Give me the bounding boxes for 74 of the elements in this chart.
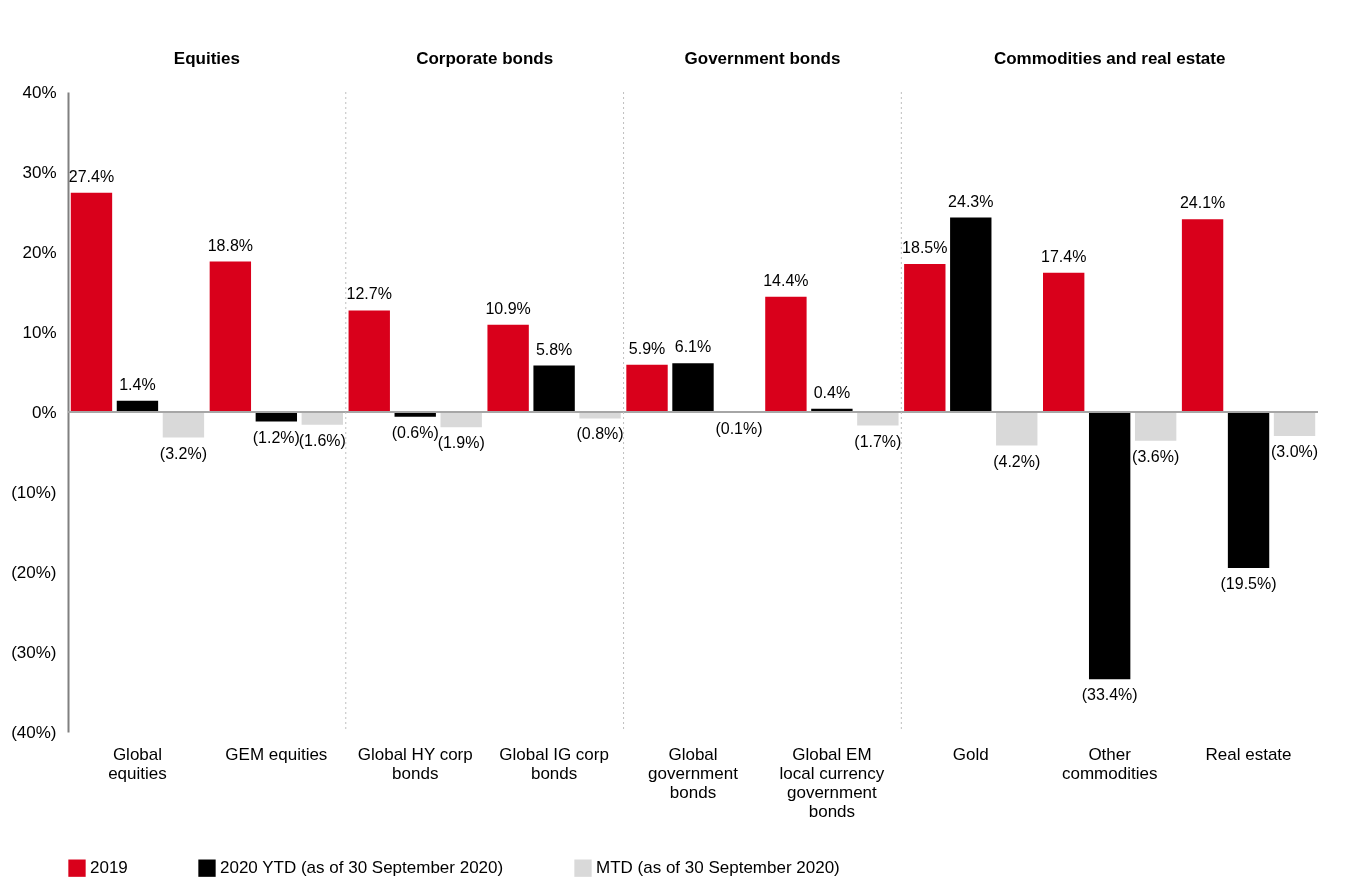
text: Commodities and real estate <box>993 49 1226 68</box>
bar <box>950 217 992 412</box>
data-label: (1.9%) <box>437 434 485 452</box>
data-label: 12.7% <box>346 285 392 303</box>
data-label: 6.1% <box>674 338 712 356</box>
data-label: 0.4% <box>813 383 851 401</box>
data-label: (0.6%) <box>391 423 439 441</box>
bar <box>996 412 1038 446</box>
x-tick-label: Global EM local currency government bonds <box>779 744 885 821</box>
text: Equities <box>173 49 240 68</box>
bar <box>1273 412 1316 436</box>
legend-label: MTD (as of 30 September 2020) <box>596 858 840 878</box>
bar <box>162 412 205 438</box>
data-label: (4.2%) <box>993 452 1041 470</box>
bar <box>1134 412 1177 441</box>
bar <box>348 310 390 412</box>
y-tick-label: 10% <box>22 322 57 342</box>
data-label: (0.1%) <box>715 419 763 437</box>
x-tick-label: Real estate <box>1205 744 1292 764</box>
legend-label: 2019 <box>90 858 128 878</box>
x-tick-label: Gold <box>952 744 989 764</box>
y-tick-label: 0% <box>31 402 57 422</box>
data-label: (19.5%) <box>1220 575 1277 592</box>
bar <box>626 364 668 412</box>
data-label: (3.6%) <box>1132 447 1180 465</box>
text: Government bonds <box>684 49 841 68</box>
bar <box>765 296 807 412</box>
y-tick-label: (20%) <box>11 562 57 582</box>
x-tick-label: Global HY corp bonds <box>357 744 473 783</box>
data-label: (1.2%) <box>252 428 300 446</box>
bar <box>1227 412 1270 568</box>
data-label: (0.8%) <box>576 425 624 443</box>
data-label: (33.4%) <box>1081 686 1138 704</box>
y-tick-label: 20% <box>22 242 57 262</box>
x-tick-label: Global IG corp bonds <box>499 744 609 783</box>
data-label: 24.1% <box>1179 194 1226 212</box>
x-tick-label: Global government bonds <box>648 744 739 802</box>
data-label: (3.0%) <box>1270 443 1319 460</box>
data-label: 1.4% <box>119 375 156 393</box>
x-tick-label: Global equities <box>108 744 167 783</box>
y-tick-label: (40%) <box>11 722 57 742</box>
data-label: 14.4% <box>763 271 809 289</box>
bar <box>1088 412 1131 680</box>
data-label: 5.9% <box>628 339 666 357</box>
data-label: 18.8% <box>207 236 254 254</box>
bar <box>209 261 252 412</box>
x-tick-label: Other commodities <box>1061 744 1158 783</box>
data-label: 24.3% <box>948 192 994 210</box>
y-tick-label: (30%) <box>11 642 57 662</box>
data-label: 17.4% <box>1041 247 1087 265</box>
bar <box>857 412 899 426</box>
bar <box>904 264 946 412</box>
data-label: 18.5% <box>902 239 948 256</box>
y-tick-label: 40% <box>22 82 57 102</box>
data-label: 5.8% <box>535 340 573 358</box>
data-label: (1.6%) <box>298 431 346 449</box>
data-label: (3.2%) <box>159 444 207 462</box>
bar <box>440 412 482 428</box>
bar <box>255 412 298 422</box>
bar <box>301 412 343 425</box>
text: Corporate bonds <box>416 49 554 68</box>
legend-label: 2020 YTD (as of 30 September 2020) <box>220 858 504 878</box>
bar <box>487 324 529 412</box>
bar <box>1043 272 1085 412</box>
data-label: 27.4% <box>68 167 115 185</box>
bar <box>1181 219 1224 412</box>
bar <box>672 363 714 412</box>
y-tick-label: (10%) <box>11 482 57 502</box>
data-label: (1.7%) <box>854 432 902 450</box>
x-tick-label: GEM equities <box>225 744 328 764</box>
data-label: 10.9% <box>485 299 531 317</box>
y-tick-label: 30% <box>22 162 57 182</box>
bar <box>70 192 113 412</box>
bar <box>533 365 575 412</box>
